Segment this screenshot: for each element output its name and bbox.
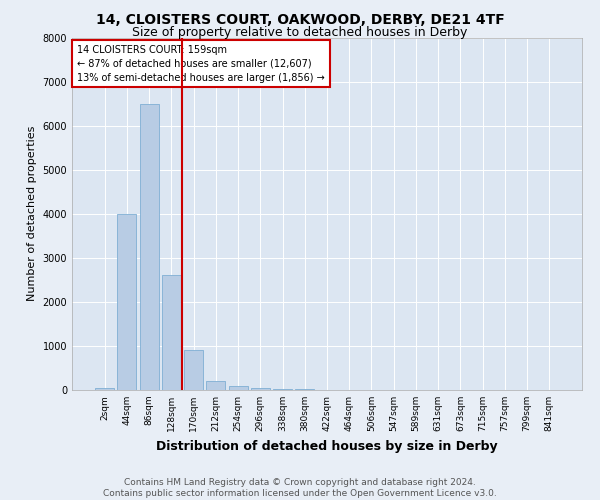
Bar — [140, 104, 158, 390]
Bar — [184, 350, 203, 390]
Bar — [273, 388, 292, 390]
Text: Contains HM Land Registry data © Crown copyright and database right 2024.
Contai: Contains HM Land Registry data © Crown c… — [103, 478, 497, 498]
Bar — [118, 214, 136, 390]
X-axis label: Distribution of detached houses by size in Derby: Distribution of detached houses by size … — [156, 440, 498, 452]
Bar — [162, 276, 181, 390]
Bar — [229, 386, 248, 390]
Bar — [251, 388, 270, 390]
Text: Size of property relative to detached houses in Derby: Size of property relative to detached ho… — [133, 26, 467, 39]
Text: 14 CLOISTERS COURT: 159sqm
← 87% of detached houses are smaller (12,607)
13% of : 14 CLOISTERS COURT: 159sqm ← 87% of deta… — [77, 44, 325, 82]
Text: 14, CLOISTERS COURT, OAKWOOD, DERBY, DE21 4TF: 14, CLOISTERS COURT, OAKWOOD, DERBY, DE2… — [95, 12, 505, 26]
Bar — [295, 389, 314, 390]
Bar — [206, 381, 225, 390]
Bar — [95, 388, 114, 390]
Y-axis label: Number of detached properties: Number of detached properties — [27, 126, 37, 302]
